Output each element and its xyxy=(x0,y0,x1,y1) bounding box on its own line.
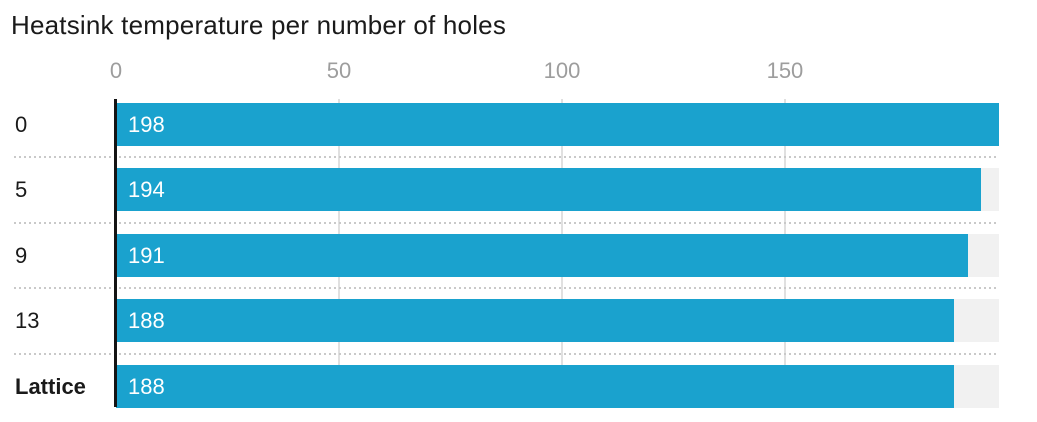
bar: 188 xyxy=(116,364,955,408)
row-separator xyxy=(14,221,999,224)
category-label: 9 xyxy=(15,242,28,268)
bar-value-label: 188 xyxy=(128,308,165,333)
row-separator xyxy=(14,352,999,355)
bar: 198 xyxy=(116,102,999,146)
y-axis-line xyxy=(114,99,117,407)
row-separator xyxy=(14,156,999,158)
bar-value-label: 198 xyxy=(128,111,165,137)
bar-value-label: 191 xyxy=(128,242,165,268)
bar: 194 xyxy=(116,168,982,211)
bar: 188 xyxy=(116,299,955,342)
category-label: Lattice xyxy=(15,373,86,399)
category-label: 13 xyxy=(15,308,40,333)
category-label: 0 xyxy=(15,111,28,137)
bar: 191 xyxy=(116,233,968,277)
chart-title: Heatsink temperature per number of holes xyxy=(11,10,507,40)
bar-value-label: 188 xyxy=(128,373,165,399)
row-separator xyxy=(14,287,999,289)
x-tick-label: 0 xyxy=(109,58,123,83)
x-tick-label: 150 xyxy=(766,58,804,83)
category-label: 5 xyxy=(15,177,28,202)
bar-value-label: 194 xyxy=(128,177,165,202)
x-tick-label: 50 xyxy=(326,58,352,83)
x-tick-label: 100 xyxy=(543,58,581,83)
